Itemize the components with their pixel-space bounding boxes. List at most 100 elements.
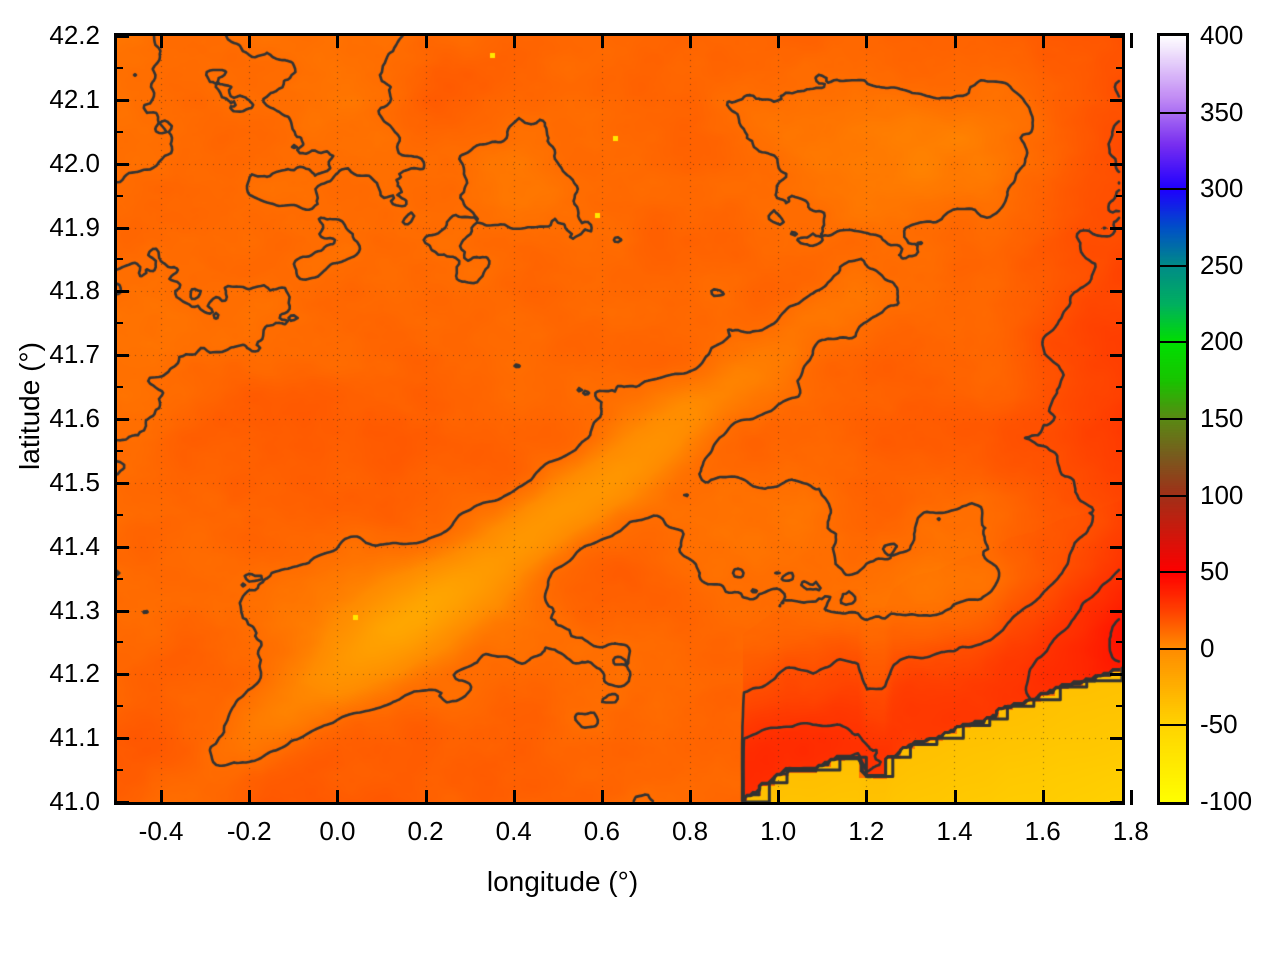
colorbar-tick: [1157, 494, 1189, 497]
x-axis-tick: [1041, 33, 1045, 48]
y-axis-minor-tick: [1116, 322, 1125, 325]
x-axis-tick: [953, 33, 957, 48]
x-axis-tick-label: 0.6: [583, 816, 620, 846]
y-axis-tick: [1110, 98, 1125, 102]
x-axis-tick: [336, 790, 340, 805]
x-axis-tick-label: -0.4: [138, 816, 184, 846]
y-axis-tick: [114, 609, 129, 613]
x-axis-tick-label: 1.6: [1024, 816, 1061, 846]
x-axis-tick-label: 0.8: [671, 816, 709, 846]
y-axis-minor-tick: [1116, 577, 1125, 580]
y-axis-title: latitude (°): [14, 342, 45, 470]
x-axis-tick: [424, 790, 428, 805]
colorbar-tick-label: 350: [1200, 96, 1244, 127]
colorbar-tick: [1157, 341, 1189, 344]
y-axis-tick-label: 41.9: [49, 211, 100, 242]
x-axis-tick-label: -0.2: [226, 816, 272, 846]
x-axis-tick-label: 0.4: [495, 816, 532, 846]
x-axis-tick: [512, 790, 516, 805]
y-axis-tick: [114, 801, 129, 804]
x-axis-tick: [689, 790, 693, 805]
y-axis-minor-tick: [1116, 66, 1125, 69]
colorbar-tick: [1157, 724, 1189, 727]
y-axis-tick: [114, 98, 129, 102]
y-axis-minor-tick: [114, 66, 123, 69]
colorbar-tick-label: -100: [1200, 786, 1253, 816]
y-axis-minor-tick: [1116, 449, 1125, 452]
y-axis-minor-tick: [1116, 513, 1125, 516]
x-axis-tick: [777, 33, 781, 48]
x-axis-tick: [336, 33, 340, 48]
x-axis-tick: [248, 790, 252, 805]
y-axis-minor-tick: [114, 513, 123, 516]
y-axis-tick: [1110, 609, 1125, 613]
y-axis-minor-tick: [114, 641, 123, 644]
x-axis-tick-label: 1.4: [936, 816, 973, 846]
x-axis-tick: [600, 33, 604, 48]
y-axis-tick: [1110, 226, 1125, 230]
y-axis-minor-tick: [114, 386, 123, 389]
y-axis-tick: [114, 162, 129, 166]
y-axis-minor-tick: [1116, 769, 1125, 772]
colorbar-tick-label: 0: [1200, 632, 1215, 663]
y-axis-tick: [1110, 418, 1125, 421]
x-axis-tick: [953, 790, 957, 805]
y-axis-tick: [1110, 290, 1125, 294]
y-axis-minor-tick: [1116, 130, 1125, 133]
y-axis-tick: [114, 418, 129, 421]
x-axis-tick: [689, 33, 693, 48]
y-axis-tick-label: 41.2: [49, 658, 100, 689]
x-axis-tick: [512, 33, 516, 48]
y-axis-tick: [114, 737, 129, 741]
y-axis-tick: [114, 290, 129, 294]
x-axis-tick: [865, 790, 869, 805]
x-axis-tick: [1129, 790, 1133, 805]
y-axis-tick-label: 42.1: [49, 83, 100, 114]
x-axis-tick: [160, 790, 164, 805]
colorbar-tick: [1157, 571, 1189, 574]
y-axis-minor-tick: [114, 322, 123, 325]
y-axis-tick-label: 41.5: [49, 466, 100, 497]
y-axis-minor-tick: [114, 258, 123, 261]
colorbar-tick: [1157, 111, 1189, 114]
colorbar-tick-label: 100: [1200, 479, 1244, 510]
colorbar-tick-label: 200: [1200, 326, 1244, 357]
x-axis-tick: [160, 33, 164, 48]
y-axis-tick-label: 41.3: [49, 594, 100, 625]
y-axis-tick: [114, 481, 129, 485]
y-axis-tick: [114, 673, 129, 677]
x-axis-tick: [248, 33, 252, 48]
colorbar-tick-label: 50: [1200, 556, 1229, 587]
colorbar-tick-label: -50: [1200, 709, 1238, 740]
colorbar-tick-label: 150: [1200, 403, 1244, 433]
y-axis-minor-tick: [114, 705, 123, 708]
colorbar-tick: [1157, 418, 1189, 420]
y-axis-tick: [114, 354, 129, 358]
x-axis-tick-label: 1.2: [848, 816, 885, 846]
colorbar-tick: [1157, 264, 1189, 267]
y-axis-tick: [114, 545, 129, 549]
x-axis-tick: [1129, 33, 1133, 48]
x-axis-tick: [777, 790, 781, 805]
x-axis-title: longitude (°): [486, 866, 639, 897]
colorbar-tick-label: 250: [1200, 249, 1244, 280]
y-axis-tick: [1110, 481, 1125, 485]
colorbar-tick-label: 300: [1200, 173, 1244, 204]
y-axis-tick: [1110, 35, 1125, 38]
heatmap-canvas[interactable]: [117, 36, 1122, 802]
y-axis-tick-label: 41.7: [49, 339, 100, 370]
x-axis-tick-label: 1.8: [1112, 816, 1149, 846]
x-axis-tick-label: 1.0: [760, 816, 797, 846]
heatmap-plot-area[interactable]: [114, 33, 1125, 805]
x-axis-tick: [600, 790, 604, 805]
y-axis-minor-tick: [1116, 194, 1125, 197]
y-axis-tick-label: 41.6: [49, 403, 100, 433]
y-axis-tick-label: 42.0: [49, 147, 100, 178]
y-axis-tick-label: 41.1: [49, 722, 100, 753]
y-axis-tick: [1110, 673, 1125, 677]
y-axis-minor-tick: [1116, 641, 1125, 644]
y-axis-minor-tick: [1116, 705, 1125, 708]
y-axis-tick: [1110, 801, 1125, 804]
y-axis-minor-tick: [114, 769, 123, 772]
